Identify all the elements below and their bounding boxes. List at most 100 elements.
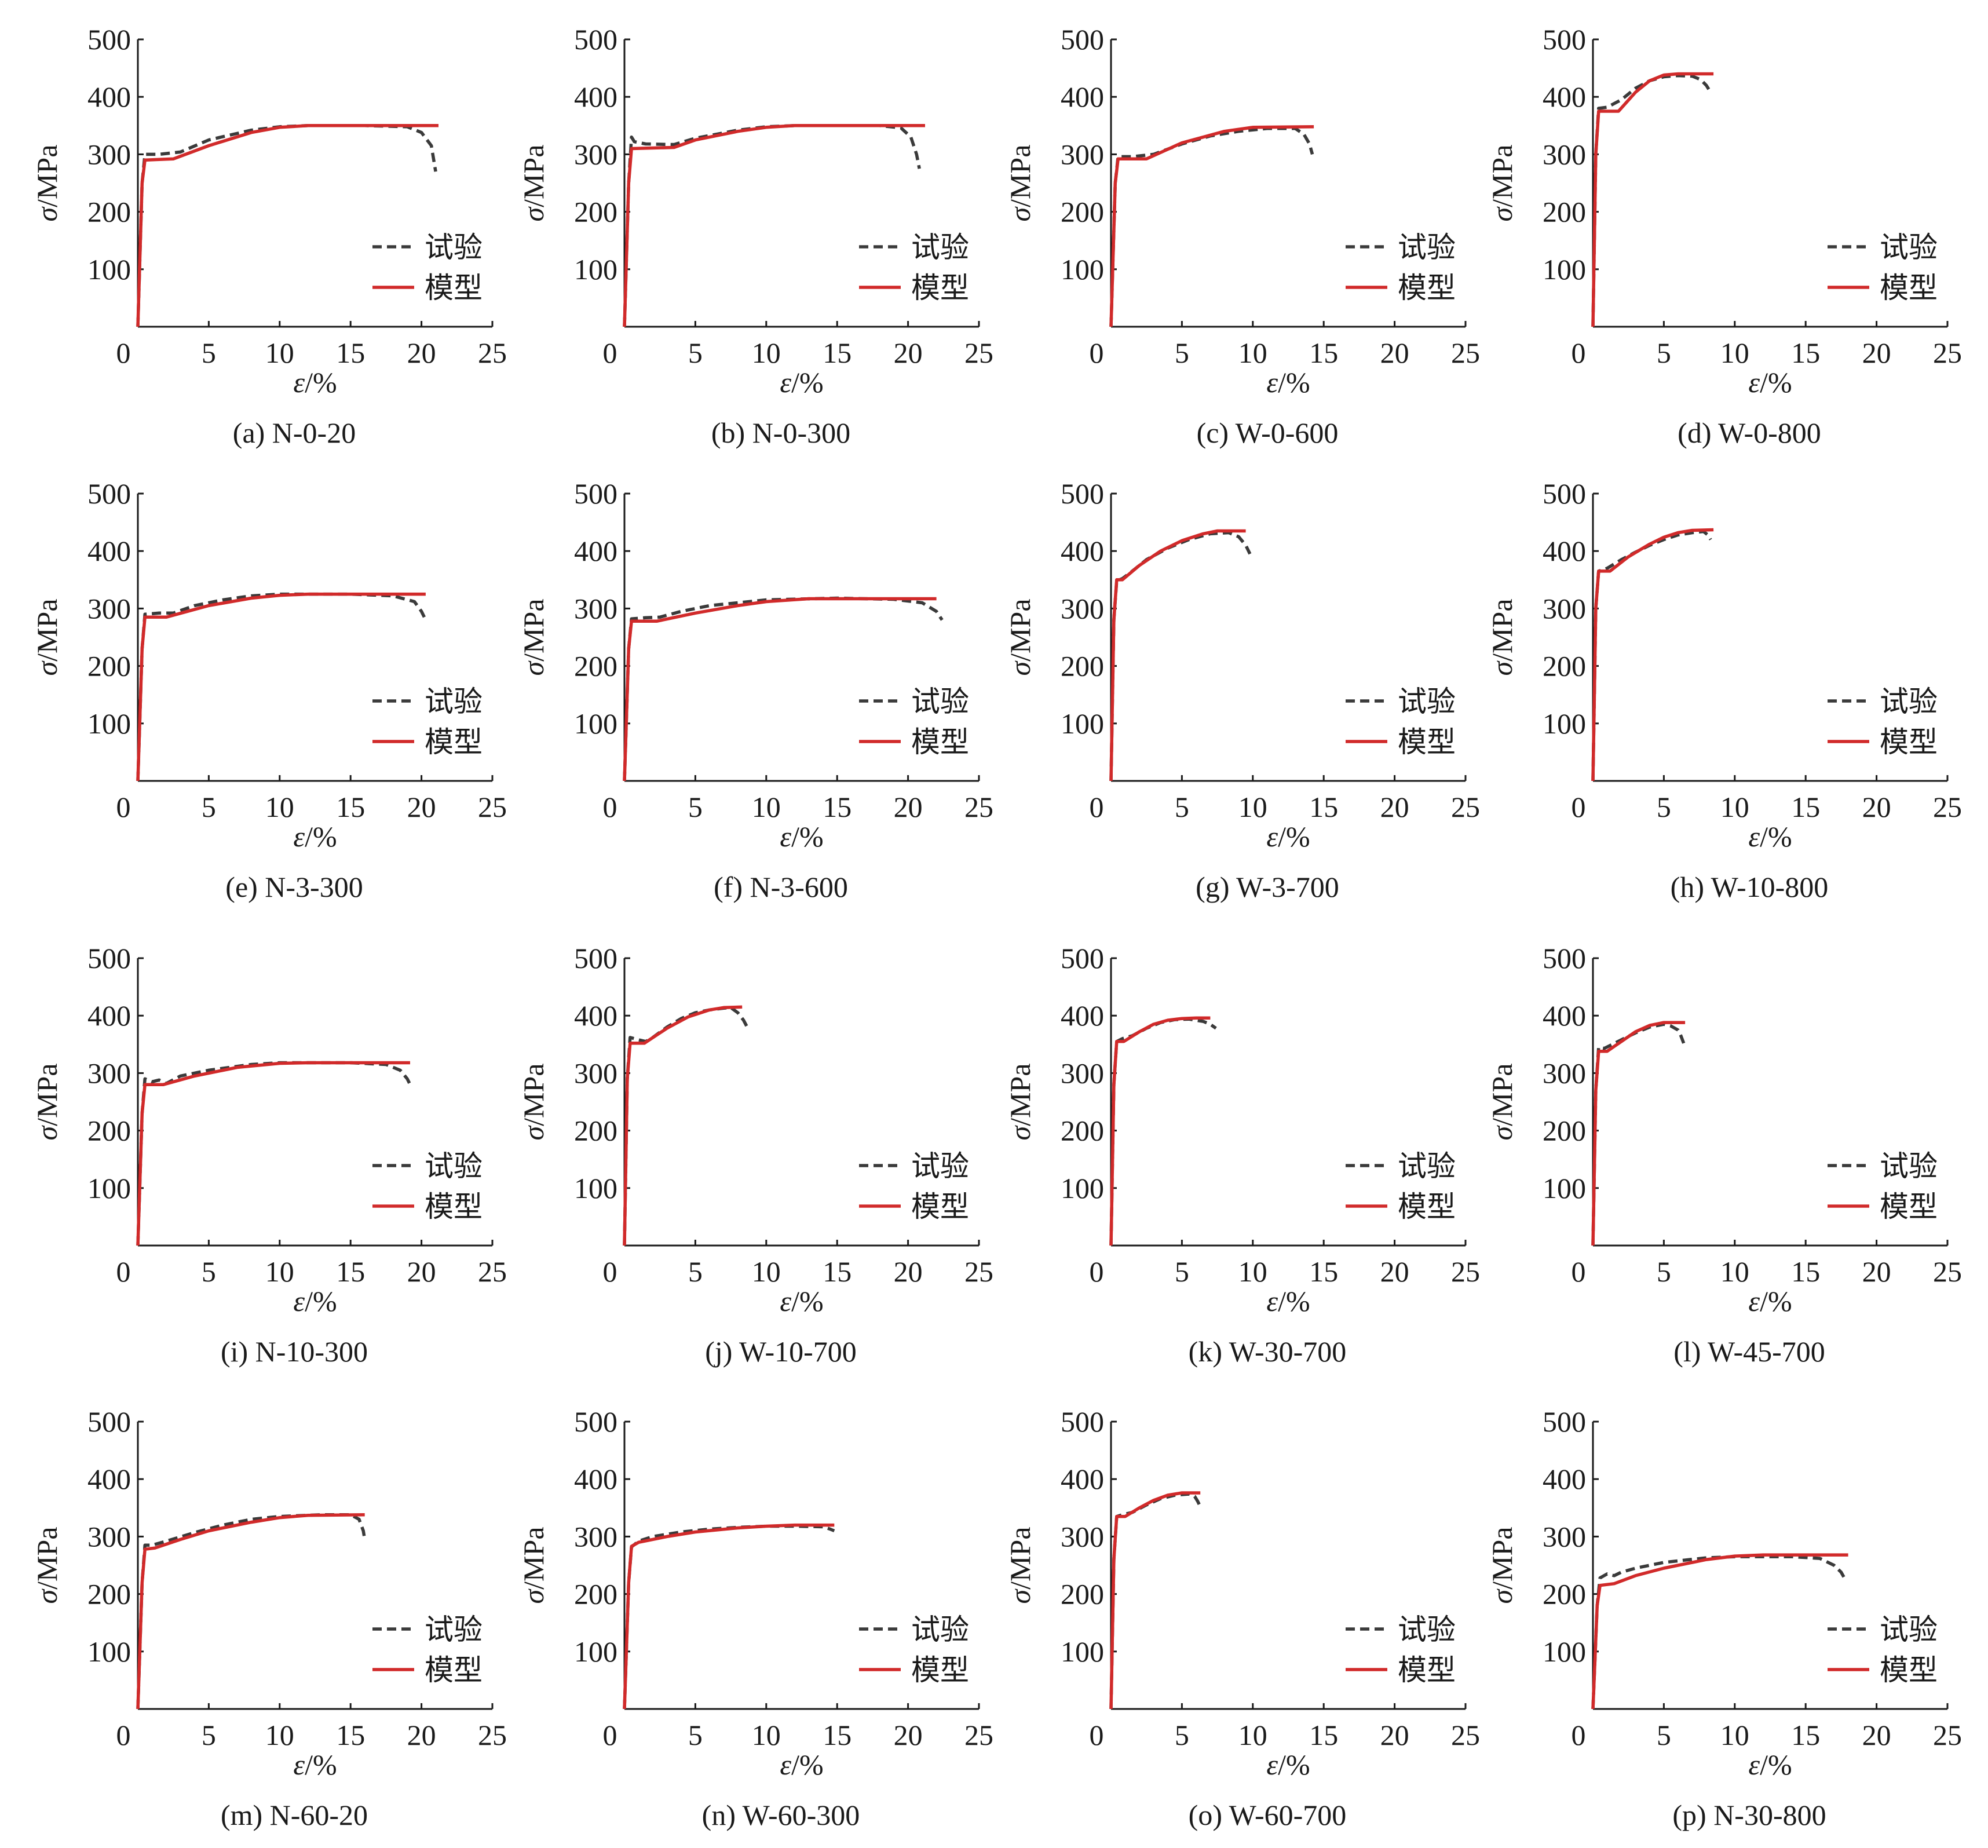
y-tick-label: 400 (574, 999, 617, 1032)
x-tick-label: 0 (1572, 337, 1586, 369)
model-curve (136, 1061, 410, 1246)
y-tick-label: 100 (1543, 1635, 1586, 1668)
model-curve (623, 1523, 835, 1710)
x-tick-label: 10 (752, 791, 781, 823)
y-tick-label: 300 (1061, 1520, 1104, 1553)
y-axis-title: σ/MPa (31, 1063, 63, 1140)
legend-experiment-label: 试验 (425, 1149, 483, 1183)
experiment-curve (623, 596, 944, 781)
x-tick-label: 15 (336, 337, 365, 369)
y-tick-label: 400 (1543, 999, 1586, 1032)
legend-model-label: 模型 (911, 271, 969, 305)
panel-caption: (c) W-0-600 (1197, 417, 1339, 449)
y-tick-label: 100 (1543, 707, 1586, 740)
model-curve (1591, 72, 1714, 327)
y-tick-label: 500 (1061, 477, 1104, 510)
panel-caption: (p) N-30-800 (1672, 1799, 1826, 1831)
x-tick-label: 10 (265, 337, 294, 369)
panel-caption: (h) W-10-800 (1671, 871, 1829, 903)
y-axis-title: σ/MPa (517, 144, 550, 221)
x-tick-label: 10 (265, 1719, 294, 1751)
legend-experiment-label: 试验 (1880, 231, 1938, 264)
model-curve (136, 592, 426, 781)
y-tick-label: 200 (574, 1578, 617, 1610)
legend-model-label: 模型 (911, 725, 969, 759)
y-axis-title: σ/MPa (31, 1526, 63, 1604)
x-tick-label: 10 (1238, 337, 1267, 369)
y-tick-label: 400 (1543, 535, 1586, 567)
y-tick-label: 400 (1061, 1463, 1104, 1495)
legend-model-label: 模型 (911, 1653, 969, 1687)
panel-caption: (g) W-3-700 (1196, 871, 1339, 903)
x-tick-label: 0 (1090, 1255, 1104, 1288)
x-tick-label: 10 (1238, 791, 1267, 823)
x-tick-label: 25 (478, 791, 507, 823)
x-tick-label: 15 (1791, 791, 1820, 823)
y-tick-label: 100 (87, 1635, 131, 1668)
x-tick-label: 15 (1791, 1719, 1820, 1751)
y-tick-label: 300 (87, 138, 131, 170)
experiment-curve (1109, 1017, 1217, 1246)
y-tick-label: 300 (574, 1057, 617, 1089)
legend-experiment-label: 试验 (911, 1149, 969, 1183)
x-tick-label: 5 (202, 1719, 216, 1751)
x-tick-label: 0 (603, 791, 617, 823)
x-tick-label: 0 (116, 1719, 131, 1751)
x-tick-label: 20 (1380, 1719, 1409, 1751)
x-tick-label: 20 (1862, 1255, 1891, 1288)
x-tick-label: 10 (1720, 1719, 1749, 1751)
legend-experiment-label: 试验 (1880, 685, 1938, 718)
y-tick-label: 400 (1061, 81, 1104, 113)
x-tick-label: 0 (1572, 1255, 1586, 1288)
x-tick-label: 10 (1720, 1255, 1749, 1288)
panel-caption: (m) N-60-20 (221, 1799, 368, 1831)
model-curve (1109, 529, 1246, 781)
x-tick-label: 5 (1657, 337, 1671, 369)
y-tick-label: 300 (574, 138, 617, 170)
y-tick-label: 400 (87, 1463, 131, 1495)
x-tick-label: 5 (202, 1255, 216, 1288)
y-tick-label: 200 (1543, 1115, 1586, 1147)
legend-model-label: 模型 (425, 1190, 483, 1224)
legend-model-label: 模型 (1880, 1190, 1938, 1224)
x-tick-label: 25 (1933, 1255, 1962, 1288)
y-tick-label: 100 (1543, 253, 1586, 286)
x-tick-label: 15 (336, 1255, 365, 1288)
y-tick-label: 100 (574, 1635, 617, 1668)
x-axis-title: ε/% (293, 820, 337, 853)
y-tick-label: 200 (1543, 650, 1586, 682)
x-axis-title: ε/% (1266, 1285, 1310, 1317)
x-tick-label: 10 (1238, 1255, 1267, 1288)
panel-caption: (j) W-10-700 (705, 1335, 857, 1368)
y-tick-label: 500 (1543, 942, 1586, 974)
experiment-curve (1591, 74, 1712, 327)
y-tick-label: 500 (1061, 1405, 1104, 1438)
x-tick-label: 25 (964, 1255, 993, 1288)
y-tick-label: 200 (87, 1578, 131, 1610)
y-tick-label: 500 (87, 477, 131, 510)
x-tick-label: 5 (1175, 1719, 1189, 1751)
legend-model-label: 模型 (1880, 1653, 1938, 1687)
y-tick-label: 200 (1061, 196, 1104, 228)
y-tick-label: 100 (87, 1172, 131, 1204)
y-axis-title: σ/MPa (517, 1526, 550, 1604)
y-tick-label: 200 (1061, 650, 1104, 682)
y-tick-label: 500 (1061, 23, 1104, 56)
x-tick-label: 5 (688, 791, 703, 823)
x-tick-label: 25 (1451, 1255, 1480, 1288)
y-tick-label: 200 (574, 650, 617, 682)
y-tick-label: 300 (574, 592, 617, 624)
model-curve (1591, 1553, 1848, 1710)
x-tick-label: 15 (1309, 337, 1338, 369)
y-tick-label: 200 (1061, 1115, 1104, 1147)
y-tick-label: 500 (87, 23, 131, 56)
x-axis-title: ε/% (293, 1748, 337, 1781)
x-tick-label: 25 (1933, 337, 1962, 369)
